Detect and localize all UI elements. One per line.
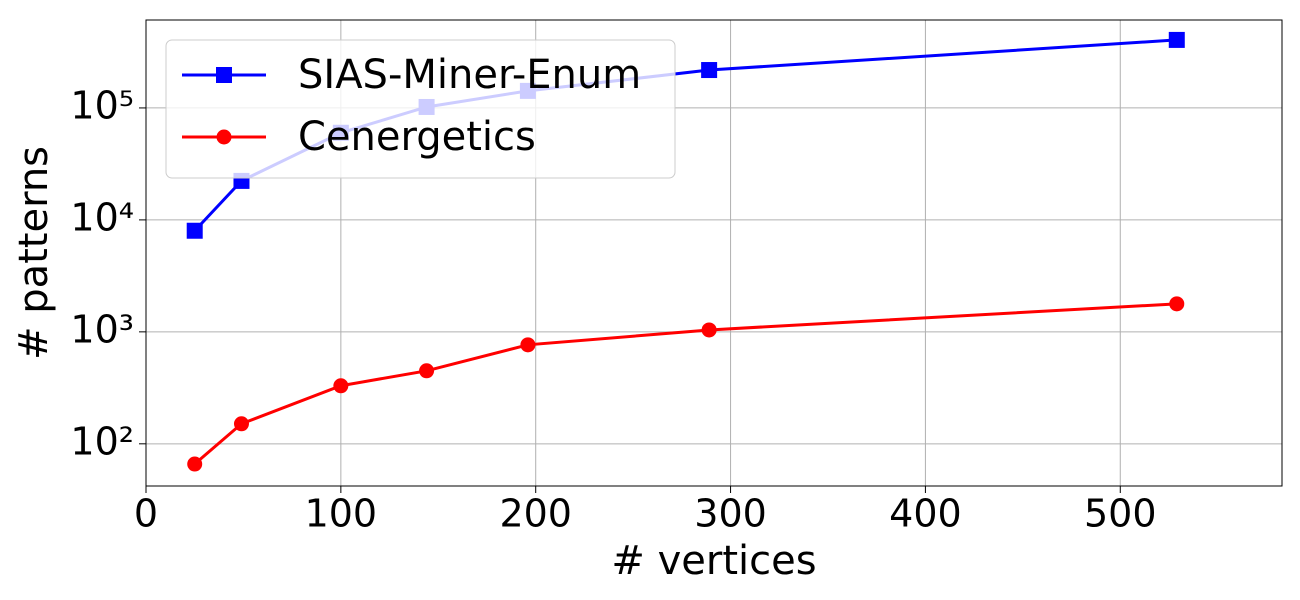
legend: SIAS-Miner-Enum Cenergetics: [165, 39, 676, 179]
legend-marker: [216, 67, 232, 83]
marker: [186, 222, 203, 239]
y-axis-label: # patterns: [11, 146, 57, 360]
x-tick-label: 200: [499, 492, 572, 536]
marker: [1169, 296, 1185, 312]
legend-marker: [216, 129, 232, 145]
marker: [520, 337, 536, 353]
x-axis-label: # vertices: [611, 538, 816, 584]
x-tick-label: 100: [305, 492, 378, 536]
plot-frame: [145, 19, 1283, 487]
legend-label: Cenergetics: [298, 114, 536, 160]
y-tick-label: 10⁴: [70, 195, 134, 239]
x-tick-label: 400: [889, 492, 962, 536]
y-tick-label: 10³: [70, 307, 134, 351]
marker: [333, 378, 349, 394]
y-tick-label: 10²: [70, 419, 134, 463]
marker: [1168, 31, 1185, 48]
y-tick-label: 10⁵: [70, 83, 134, 127]
marker: [701, 62, 718, 79]
x-tick-label: 0: [134, 492, 158, 536]
x-tick-label: 300: [694, 492, 767, 536]
legend-label: SIAS-Miner-Enum: [298, 52, 641, 98]
series: [187, 296, 1185, 472]
marker: [187, 456, 203, 472]
marker: [233, 416, 249, 432]
marker: [701, 322, 717, 338]
legend-box: [165, 39, 676, 179]
marker: [419, 363, 435, 379]
x-tick-label: 500: [1084, 492, 1157, 536]
